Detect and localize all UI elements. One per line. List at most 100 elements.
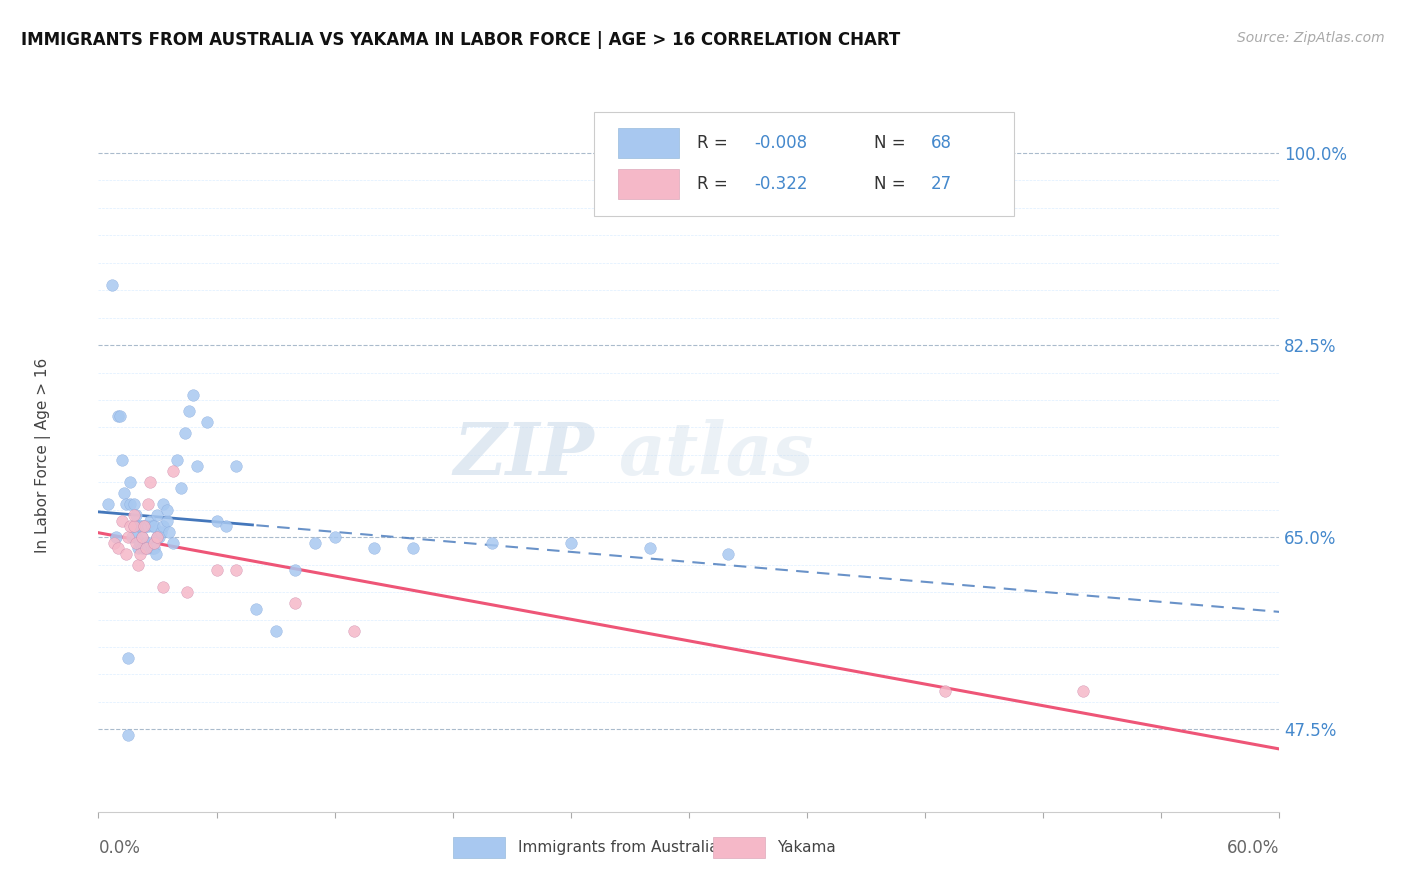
FancyBboxPatch shape (595, 112, 1014, 216)
Point (402, 541, 425, 556)
Point (132, 541, 155, 556)
Point (323, 530, 346, 544)
Point (117, 530, 139, 544)
Point (195, 415, 218, 429)
Point (128, 547, 150, 561)
Point (150, 524, 173, 539)
Point (131, 519, 153, 533)
Text: N =: N = (875, 134, 911, 152)
Bar (619, 169, 679, 199)
Point (152, 497, 174, 511)
Text: Immigrants from Australia: Immigrants from Australia (517, 840, 718, 855)
Point (135, 519, 157, 533)
Point (107, 409, 129, 424)
Point (125, 530, 148, 544)
Point (135, 541, 157, 556)
Point (122, 519, 145, 533)
Text: -0.008: -0.008 (754, 134, 807, 152)
Point (118, 519, 141, 533)
Text: atlas: atlas (619, 419, 813, 491)
Point (146, 530, 169, 544)
Text: -0.322: -0.322 (754, 175, 807, 193)
Point (152, 519, 174, 533)
Text: 0.0%: 0.0% (98, 839, 141, 857)
Point (245, 601, 267, 615)
Point (108, 409, 131, 424)
Point (717, 547, 740, 561)
Point (284, 563, 307, 577)
Point (132, 519, 155, 533)
Point (174, 425, 197, 440)
Point (112, 486, 135, 500)
Point (156, 514, 179, 528)
Text: N =: N = (875, 175, 911, 193)
Point (142, 541, 165, 556)
Point (186, 458, 208, 473)
Point (127, 541, 149, 556)
Point (156, 503, 179, 517)
Point (122, 508, 145, 523)
Text: Yakama: Yakama (778, 840, 837, 855)
Point (162, 464, 184, 478)
Point (138, 514, 160, 528)
Text: In Labor Force | Age > 16: In Labor Force | Age > 16 (35, 358, 51, 552)
Point (142, 535, 165, 549)
Point (205, 563, 228, 577)
Point (141, 519, 163, 533)
Point (264, 624, 287, 638)
Point (118, 475, 141, 490)
Point (138, 535, 160, 549)
Point (111, 514, 134, 528)
Point (131, 541, 153, 556)
Point (215, 519, 238, 533)
Text: R =: R = (697, 175, 733, 193)
Point (170, 481, 193, 495)
Point (225, 458, 247, 473)
Point (115, 497, 138, 511)
Point (127, 519, 149, 533)
Point (122, 497, 145, 511)
Point (122, 519, 145, 533)
Bar (619, 128, 679, 158)
Point (152, 580, 174, 594)
Point (146, 530, 169, 544)
Point (136, 497, 159, 511)
Point (136, 541, 159, 556)
Point (128, 535, 150, 549)
Text: 27: 27 (931, 175, 952, 193)
Point (125, 508, 148, 523)
Point (181, 387, 204, 401)
Point (103, 535, 125, 549)
Point (141, 541, 163, 556)
Point (127, 558, 149, 572)
Point (135, 535, 157, 549)
Point (125, 535, 148, 549)
Point (107, 541, 129, 556)
Point (560, 535, 582, 549)
Point (111, 453, 134, 467)
Point (1071, 684, 1094, 698)
Point (132, 519, 155, 533)
Point (131, 530, 153, 544)
Point (117, 728, 139, 742)
Point (97, 497, 120, 511)
Point (638, 541, 661, 556)
Text: ZIP: ZIP (454, 419, 595, 491)
Point (481, 535, 503, 549)
Point (128, 519, 150, 533)
Point (145, 547, 167, 561)
Bar (453, 837, 505, 858)
Text: IMMIGRANTS FROM AUSTRALIA VS YAKAMA IN LABOR FORCE | AGE > 16 CORRELATION CHART: IMMIGRANTS FROM AUSTRALIA VS YAKAMA IN L… (21, 31, 900, 49)
Point (118, 497, 141, 511)
Point (934, 684, 956, 698)
Point (146, 508, 169, 523)
Bar (713, 837, 765, 858)
Point (157, 524, 180, 539)
Point (121, 530, 143, 544)
Text: Source: ZipAtlas.com: Source: ZipAtlas.com (1237, 31, 1385, 45)
Point (225, 563, 247, 577)
Point (166, 453, 188, 467)
Text: 60.0%: 60.0% (1227, 839, 1279, 857)
Point (284, 596, 307, 610)
Point (101, 277, 124, 292)
